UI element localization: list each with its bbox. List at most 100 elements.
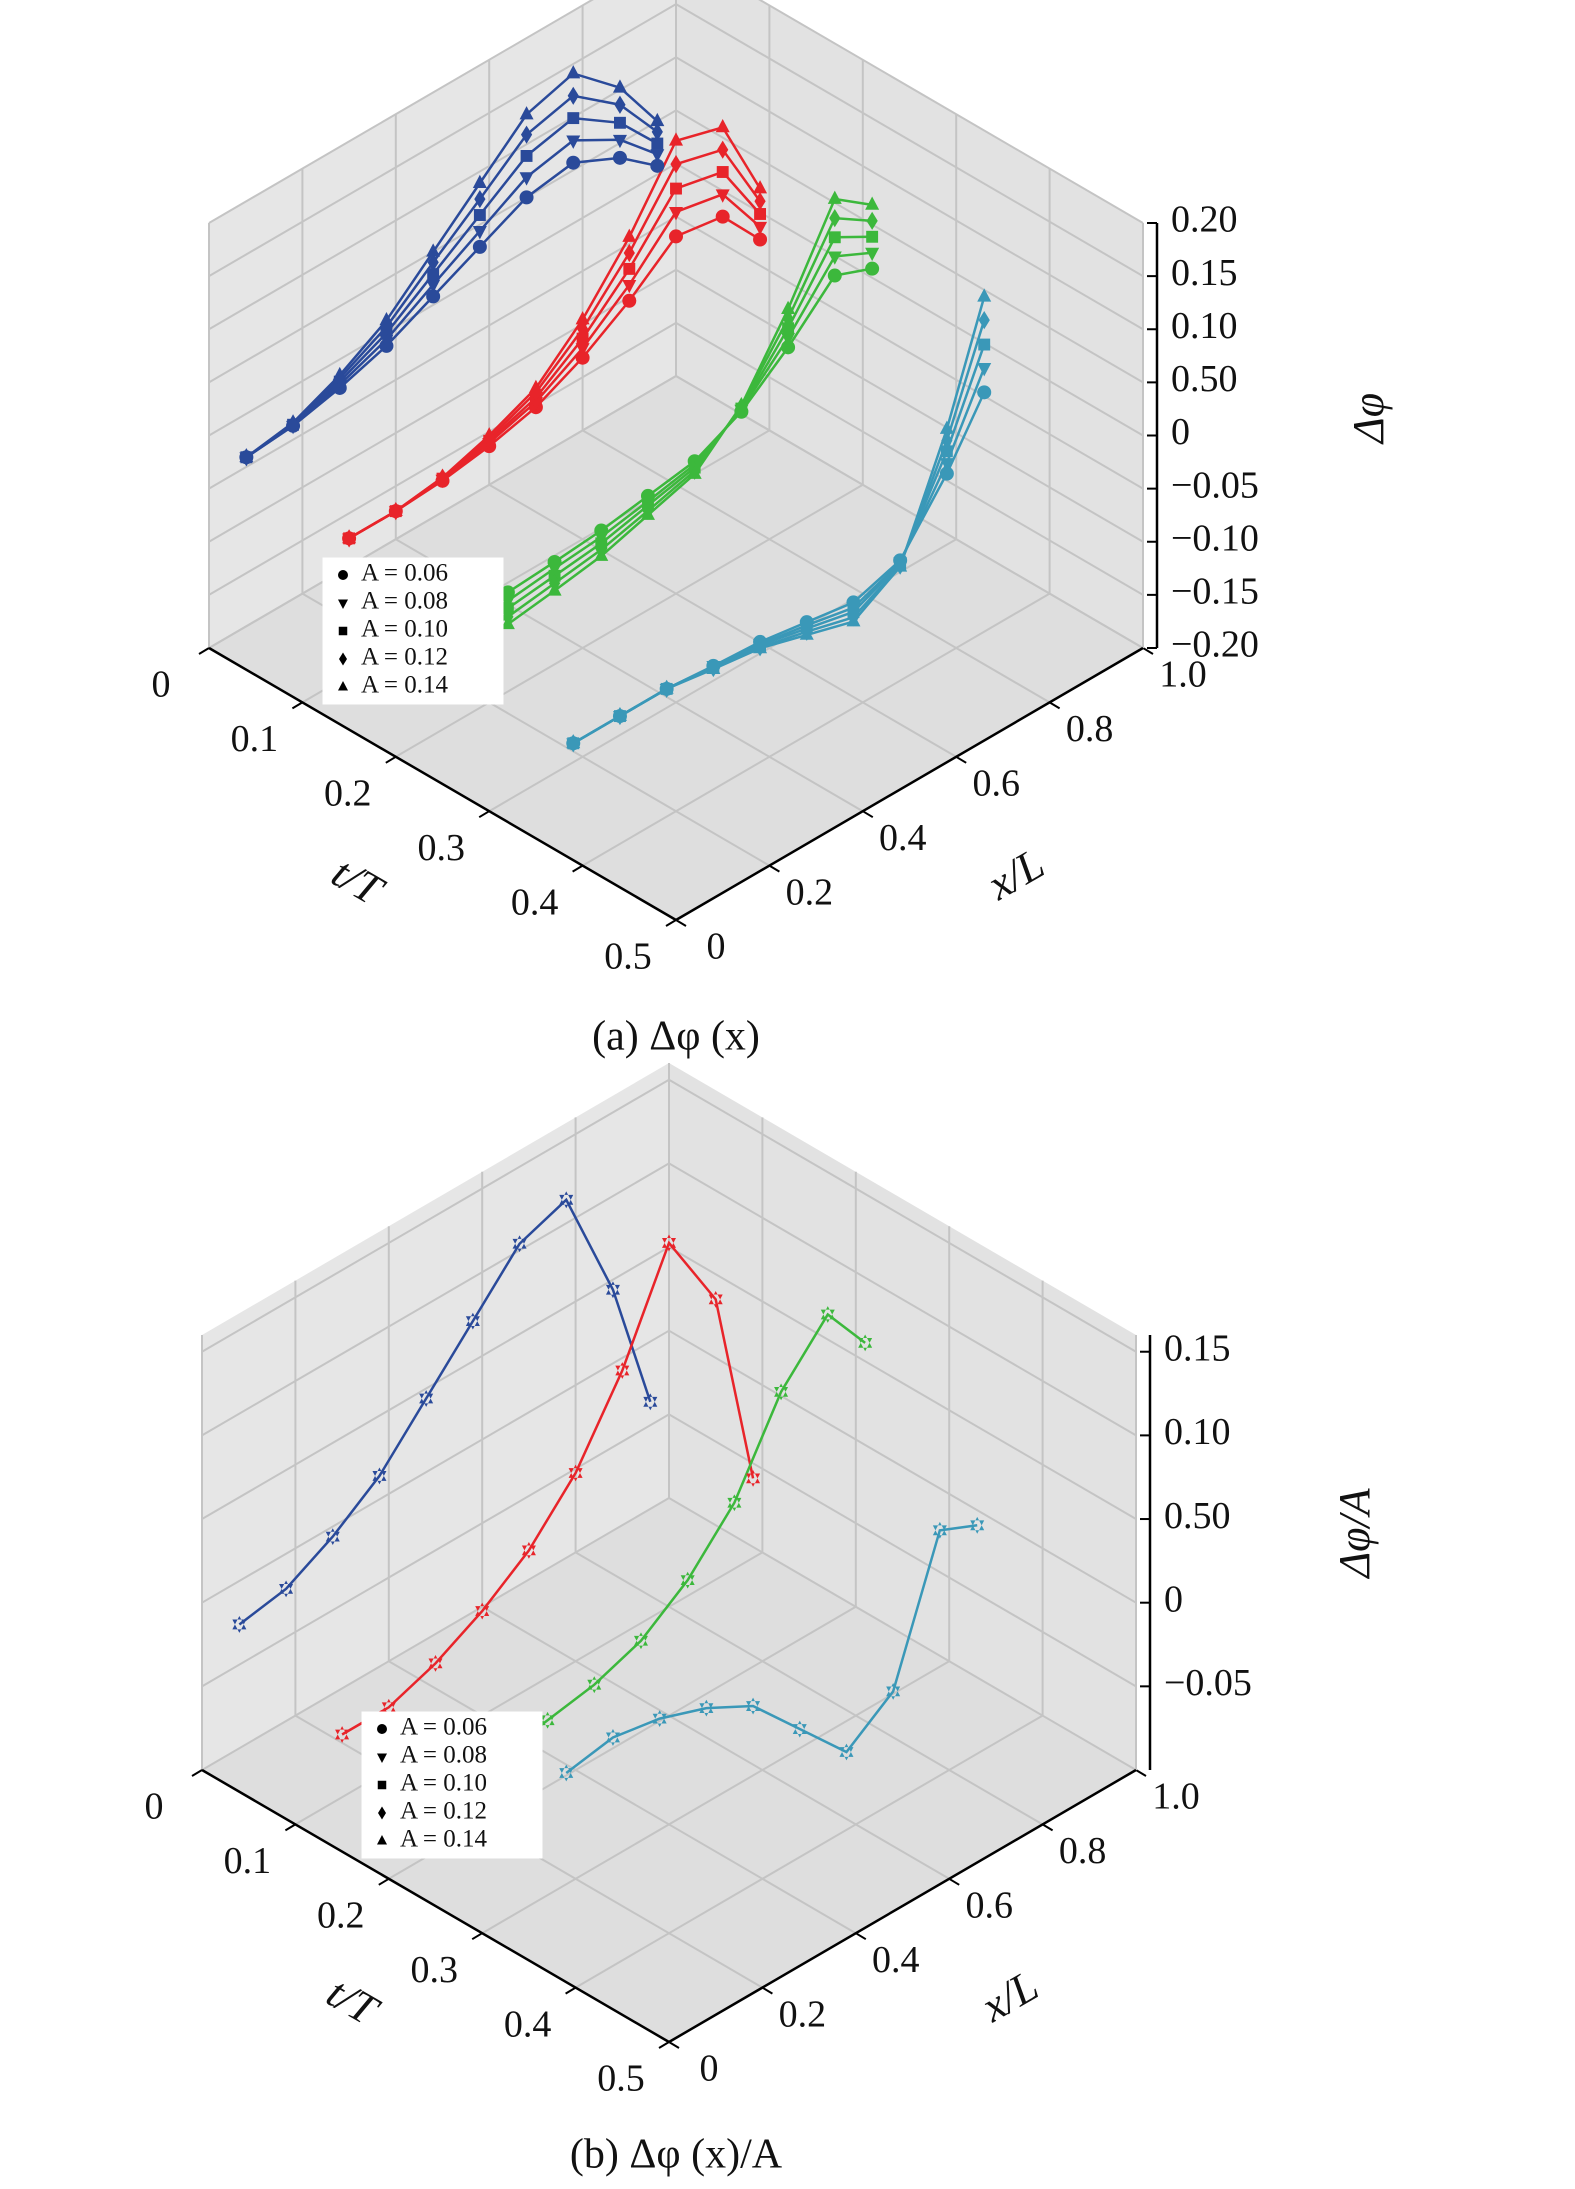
data-point: [500, 585, 515, 600]
grid-line: [575, 1714, 1044, 1989]
series-line: [460, 216, 873, 646]
data-point: [939, 458, 954, 472]
data-point: [650, 149, 665, 163]
legend-marker: [338, 681, 348, 691]
data-point: [622, 228, 637, 242]
data-point: [622, 293, 637, 308]
z-axis-label: Δφ/A: [1330, 1487, 1379, 1579]
z-axis-label: Δφ: [1344, 393, 1393, 445]
back-right-pane: [669, 1063, 1136, 1770]
data-point: [474, 189, 486, 209]
t-tick: [378, 1877, 390, 1886]
data-point: [939, 420, 954, 434]
legend-label: A = 0.08: [400, 1742, 487, 1769]
x-tick-label: 0.2: [786, 871, 834, 913]
x-axis-label: x/L: [972, 1961, 1046, 2032]
data-point: [428, 1654, 443, 1672]
data-point: [782, 322, 795, 335]
data-point: [567, 112, 580, 125]
data-point: [426, 279, 441, 294]
z-tick-label: 0: [1171, 411, 1190, 453]
legend-marker: [338, 599, 348, 609]
data-point: [792, 1720, 807, 1738]
x-tick: [1042, 1823, 1054, 1832]
x-axis-line: [668, 1768, 1137, 2044]
z-tick-label: 0.10: [1164, 1411, 1231, 1453]
t-axis-label: t/T: [319, 1968, 389, 2037]
t-tick-label: 0.2: [324, 773, 372, 815]
data-point: [670, 155, 682, 174]
grid-line: [208, 215, 677, 490]
legend-label: A = 0.06: [361, 560, 448, 587]
data-point: [512, 1235, 527, 1253]
t-tick-label: 0.3: [410, 1949, 458, 1991]
data-point: [521, 1541, 536, 1559]
t-tick-label: 0.1: [231, 718, 279, 760]
grid-line: [675, 322, 1144, 596]
data-point: [472, 239, 487, 254]
t-tick-label: 0: [152, 664, 171, 706]
legend-marker: [339, 652, 347, 666]
data-point: [575, 350, 590, 365]
grid-line: [675, 375, 1144, 649]
data-point: [465, 1312, 480, 1330]
data-point: [977, 385, 992, 400]
data-point: [827, 268, 842, 283]
data-point: [426, 243, 441, 257]
data-point: [970, 1516, 985, 1534]
data-point: [575, 311, 590, 325]
data-point: [858, 1334, 873, 1352]
x-tick: [768, 864, 780, 873]
data-point: [566, 135, 581, 149]
series-line: [460, 267, 873, 621]
x-tick-label: 0.8: [1066, 708, 1114, 750]
data-point: [782, 309, 794, 328]
data-point: [939, 466, 954, 481]
grid-line: [668, 1413, 1137, 1688]
data-point: [419, 1390, 434, 1407]
data-point: [614, 116, 626, 129]
data-point: [427, 268, 440, 281]
grid-line: [758, 0, 1144, 224]
data-point: [669, 132, 683, 146]
grid-line: [388, 1660, 857, 1935]
legend-label: A = 0.10: [400, 1770, 487, 1797]
legend-label: A = 0.14: [361, 672, 449, 699]
data-point: [427, 253, 439, 272]
data-point: [715, 189, 730, 203]
grid-line: [208, 162, 677, 437]
data-point: [568, 1464, 583, 1482]
series-line: [238, 1197, 652, 1626]
grid-line: [575, 1551, 1044, 1826]
data-point: [640, 506, 655, 520]
t-tick-label: 0.3: [417, 827, 465, 869]
data-point: [662, 1234, 676, 1252]
data-point: [623, 262, 636, 275]
data-point: [866, 230, 879, 243]
legend-marker: [377, 1835, 387, 1845]
legend-label: A = 0.12: [400, 1798, 487, 1825]
grid-line: [488, 483, 957, 758]
t-tick-label: 0.4: [511, 881, 559, 923]
x-tick-label: 0.4: [872, 1939, 920, 1981]
legend-label: A = 0.14: [400, 1826, 488, 1853]
legend-label: A = 0.10: [361, 616, 448, 643]
z-tick-label: 0.50: [1171, 358, 1238, 400]
data-point: [978, 338, 991, 351]
data-point: [940, 445, 953, 458]
legend: A = 0.06A = 0.08A = 0.10A = 0.12A = 0.14: [322, 557, 504, 705]
data-point: [388, 502, 403, 517]
data-point: [652, 1710, 667, 1728]
data-point: [754, 208, 767, 220]
x-tick-label: 0.4: [879, 817, 927, 859]
data-point: [708, 1290, 723, 1308]
data-point: [519, 106, 534, 120]
x-tick: [855, 1932, 867, 1941]
data-point: [650, 158, 665, 173]
data-point: [781, 332, 796, 347]
grid-line: [582, 429, 1051, 704]
legend-box: [322, 557, 504, 705]
data-point: [500, 615, 515, 630]
t-tick: [572, 864, 584, 873]
